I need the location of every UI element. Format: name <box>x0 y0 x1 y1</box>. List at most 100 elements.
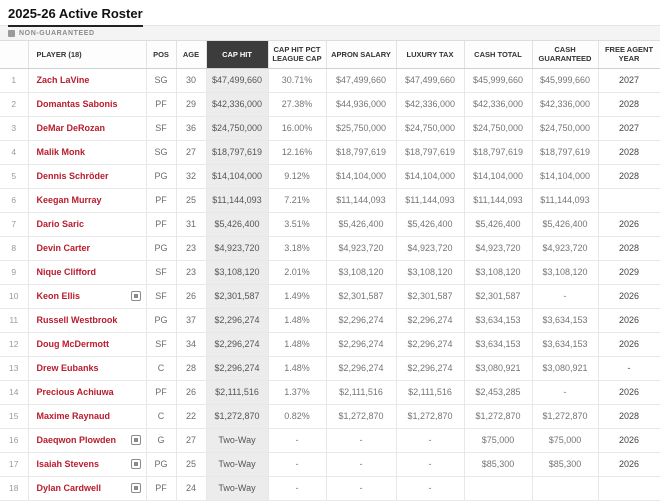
player-link[interactable]: Devin Carter <box>36 243 91 253</box>
age-cell: 27 <box>176 140 207 165</box>
luxury-tax-cell: - <box>396 476 465 501</box>
table-row: 12 Doug McDermott SF 34 $2,296,274 1.48%… <box>0 332 660 357</box>
cap-hit-cell: $5,426,400 <box>206 212 269 237</box>
player-link[interactable]: Dennis Schröder <box>36 171 109 181</box>
age-cell: 28 <box>176 356 207 381</box>
player-cell: Keegan Murray <box>28 188 147 213</box>
player-link[interactable]: Dario Saric <box>36 219 85 229</box>
cap-hit-cell: Two-Way <box>206 428 269 453</box>
player-link[interactable]: DeMar DeRozan <box>36 123 106 133</box>
player-link[interactable]: Russell Westbrook <box>36 315 118 325</box>
cash-total-cell: $3,080,921 <box>464 356 533 381</box>
column-header-player[interactable]: PLAYER (18) <box>28 41 147 69</box>
table-header-row: PLAYER (18) POS AGE CAP HIT CAP HIT PCT … <box>0 41 660 69</box>
row-number: 4 <box>0 140 29 165</box>
player-link[interactable]: Doug McDermott <box>36 339 110 349</box>
column-header-apron-salary[interactable]: APRON SALARY <box>326 41 397 69</box>
cash-total-cell: $85,300 <box>464 452 533 477</box>
cash-total-cell: $14,104,000 <box>464 164 533 189</box>
age-cell: 31 <box>176 212 207 237</box>
player-link[interactable]: Maxime Raynaud <box>36 411 111 421</box>
apron-salary-cell: $1,272,870 <box>326 404 397 429</box>
pos-cell: SG <box>146 68 177 93</box>
apron-salary-cell: $25,750,000 <box>326 116 397 141</box>
column-header-free-agent-year[interactable]: FREE AGENT YEAR <box>598 41 660 69</box>
cap-hit-cell: $11,144,093 <box>206 188 269 213</box>
player-link[interactable]: Nique Clifford <box>36 267 97 277</box>
non-guaranteed-icon-inner <box>133 438 138 442</box>
luxury-tax-cell: $42,336,000 <box>396 92 465 117</box>
cap-hit-pct-cell: 9.12% <box>268 164 327 189</box>
cash-guaranteed-cell: $75,000 <box>532 428 599 453</box>
column-header-pos[interactable]: POS <box>146 41 177 69</box>
free-agent-year-cell: 2028 <box>598 404 660 429</box>
legend-bar: NON-GUARANTEED <box>0 26 660 41</box>
row-number: 12 <box>0 332 29 357</box>
row-number: 15 <box>0 404 29 429</box>
cash-total-cell: $42,336,000 <box>464 92 533 117</box>
table-row: 16 Daeqwon Plowden G 27 Two-Way - - - $7… <box>0 428 660 453</box>
row-number: 13 <box>0 356 29 381</box>
player-link[interactable]: Precious Achiuwa <box>36 387 114 397</box>
player-link[interactable]: Zach LaVine <box>36 75 90 85</box>
row-number: 16 <box>0 428 29 453</box>
pos-cell: SF <box>146 260 177 285</box>
age-cell: 29 <box>176 92 207 117</box>
cash-total-cell: $4,923,720 <box>464 236 533 261</box>
cap-hit-pct-cell: - <box>268 428 327 453</box>
row-number: 5 <box>0 164 29 189</box>
table-row: 9 Nique Clifford SF 23 $3,108,120 2.01% … <box>0 260 660 285</box>
free-agent-year-cell: 2026 <box>598 212 660 237</box>
player-cell: Daeqwon Plowden <box>28 428 147 453</box>
row-number: 8 <box>0 236 29 261</box>
column-header-luxury-tax[interactable]: LUXURY TAX <box>396 41 465 69</box>
column-header-cap-hit-pct-league-cap[interactable]: CAP HIT PCT LEAGUE CAP <box>268 41 327 69</box>
row-number: 1 <box>0 68 29 93</box>
cap-hit-cell: $14,104,000 <box>206 164 269 189</box>
pos-cell: PF <box>146 188 177 213</box>
row-number: 18 <box>0 476 29 501</box>
non-guaranteed-icon-inner <box>133 486 138 490</box>
pos-cell: PF <box>146 92 177 117</box>
table-row: 8 Devin Carter PG 23 $4,923,720 3.18% $4… <box>0 236 660 261</box>
luxury-tax-cell: $2,301,587 <box>396 284 465 309</box>
row-number: 6 <box>0 188 29 213</box>
pos-cell: C <box>146 356 177 381</box>
player-cell: Isaiah Stevens <box>28 452 147 477</box>
free-agent-year-cell: 2026 <box>598 380 660 405</box>
player-link[interactable]: Domantas Sabonis <box>36 99 118 109</box>
non-guaranteed-legend-icon <box>8 29 15 37</box>
player-link[interactable]: Daeqwon Plowden <box>36 435 117 445</box>
table-row: 2 Domantas Sabonis PF 29 $42,336,000 27.… <box>0 92 660 117</box>
pos-cell: PG <box>146 308 177 333</box>
free-agent-year-cell: 2027 <box>598 68 660 93</box>
non-guaranteed-icon <box>130 483 141 493</box>
column-header-cap-hit[interactable]: CAP HIT <box>206 41 269 69</box>
cap-hit-pct-cell: 30.71% <box>268 68 327 93</box>
player-link[interactable]: Dylan Cardwell <box>36 483 102 493</box>
apron-salary-cell: - <box>326 476 397 501</box>
age-cell: 30 <box>176 68 207 93</box>
player-link[interactable]: Drew Eubanks <box>36 363 99 373</box>
column-header-cash-guaranteed[interactable]: CASH GUARANTEED <box>532 41 599 69</box>
age-cell: 36 <box>176 116 207 141</box>
player-cell: Domantas Sabonis <box>28 92 147 117</box>
cap-hit-cell: $3,108,120 <box>206 260 269 285</box>
luxury-tax-cell: $4,923,720 <box>396 236 465 261</box>
luxury-tax-cell: $24,750,000 <box>396 116 465 141</box>
cap-hit-pct-cell: 1.48% <box>268 356 327 381</box>
pos-cell: SF <box>146 284 177 309</box>
cash-guaranteed-cell: $1,272,870 <box>532 404 599 429</box>
luxury-tax-cell: $18,797,619 <box>396 140 465 165</box>
column-header-age[interactable]: AGE <box>176 41 207 69</box>
table-row: 13 Drew Eubanks C 28 $2,296,274 1.48% $2… <box>0 356 660 381</box>
cash-guaranteed-cell: $11,144,093 <box>532 188 599 213</box>
player-link[interactable]: Malik Monk <box>36 147 86 157</box>
pos-cell: SF <box>146 332 177 357</box>
player-link[interactable]: Keegan Murray <box>36 195 102 205</box>
age-cell: 26 <box>176 284 207 309</box>
column-header-cash-total[interactable]: CASH TOTAL <box>464 41 533 69</box>
cap-hit-pct-cell: 3.51% <box>268 212 327 237</box>
player-link[interactable]: Keon Ellis <box>36 291 81 301</box>
player-link[interactable]: Isaiah Stevens <box>36 459 100 469</box>
